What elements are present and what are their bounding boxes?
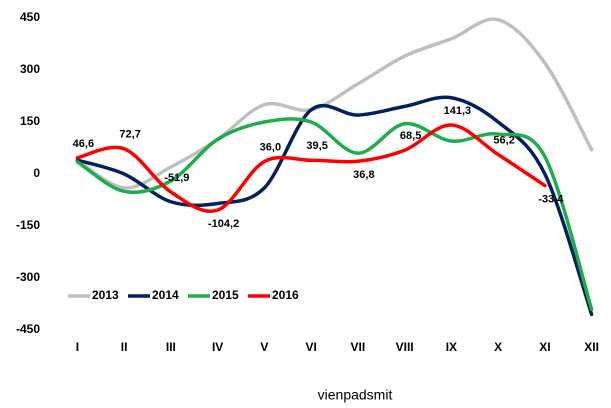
- data-label: 36,0: [260, 141, 281, 153]
- y-tick-label: -300: [16, 270, 40, 284]
- x-tick-label: VIII: [396, 340, 414, 354]
- line-series: [75, 95, 594, 317]
- line-series: [75, 117, 594, 311]
- legend-label: 2013: [92, 288, 119, 302]
- data-label: 141,3: [444, 105, 472, 117]
- data-label: -51,9: [164, 172, 189, 184]
- data-label: 68,5: [400, 130, 421, 142]
- legend-label: 2015: [212, 288, 239, 302]
- x-tick-label: XI: [539, 340, 550, 354]
- line-series: [75, 17, 594, 190]
- x-tick-label: II: [121, 340, 128, 354]
- x-tick-label: VI: [305, 340, 316, 354]
- data-label: -33,4: [538, 193, 564, 205]
- y-tick-label: -450: [16, 322, 40, 336]
- data-label: -104,2: [208, 218, 239, 230]
- data-label: 56,2: [493, 134, 514, 146]
- y-tick-label: -150: [16, 218, 40, 232]
- data-label: 72,7: [119, 129, 140, 141]
- legend-label: 2016: [272, 288, 299, 302]
- x-tick-label: X: [494, 340, 502, 354]
- x-tick-label: IV: [212, 340, 223, 354]
- data-label: 39,5: [306, 140, 327, 152]
- data-label: 46,6: [73, 138, 94, 150]
- y-tick-label: 450: [20, 10, 40, 24]
- legend-label: 2014: [152, 288, 179, 302]
- y-tick-label: 300: [20, 62, 40, 76]
- y-tick-label: 150: [20, 114, 40, 128]
- y-tick-label: 0: [33, 166, 40, 180]
- x-tick-label: XII: [584, 340, 599, 354]
- line-series: [75, 123, 547, 213]
- data-label: 36,8: [353, 169, 374, 181]
- x-tick-label: III: [166, 340, 176, 354]
- x-tick-label: IX: [446, 340, 457, 354]
- x-tick-label: VII: [351, 340, 366, 354]
- x-axis-label: vienpadsmit: [318, 387, 393, 403]
- x-tick-label: I: [76, 340, 79, 354]
- x-tick-label: V: [260, 340, 268, 354]
